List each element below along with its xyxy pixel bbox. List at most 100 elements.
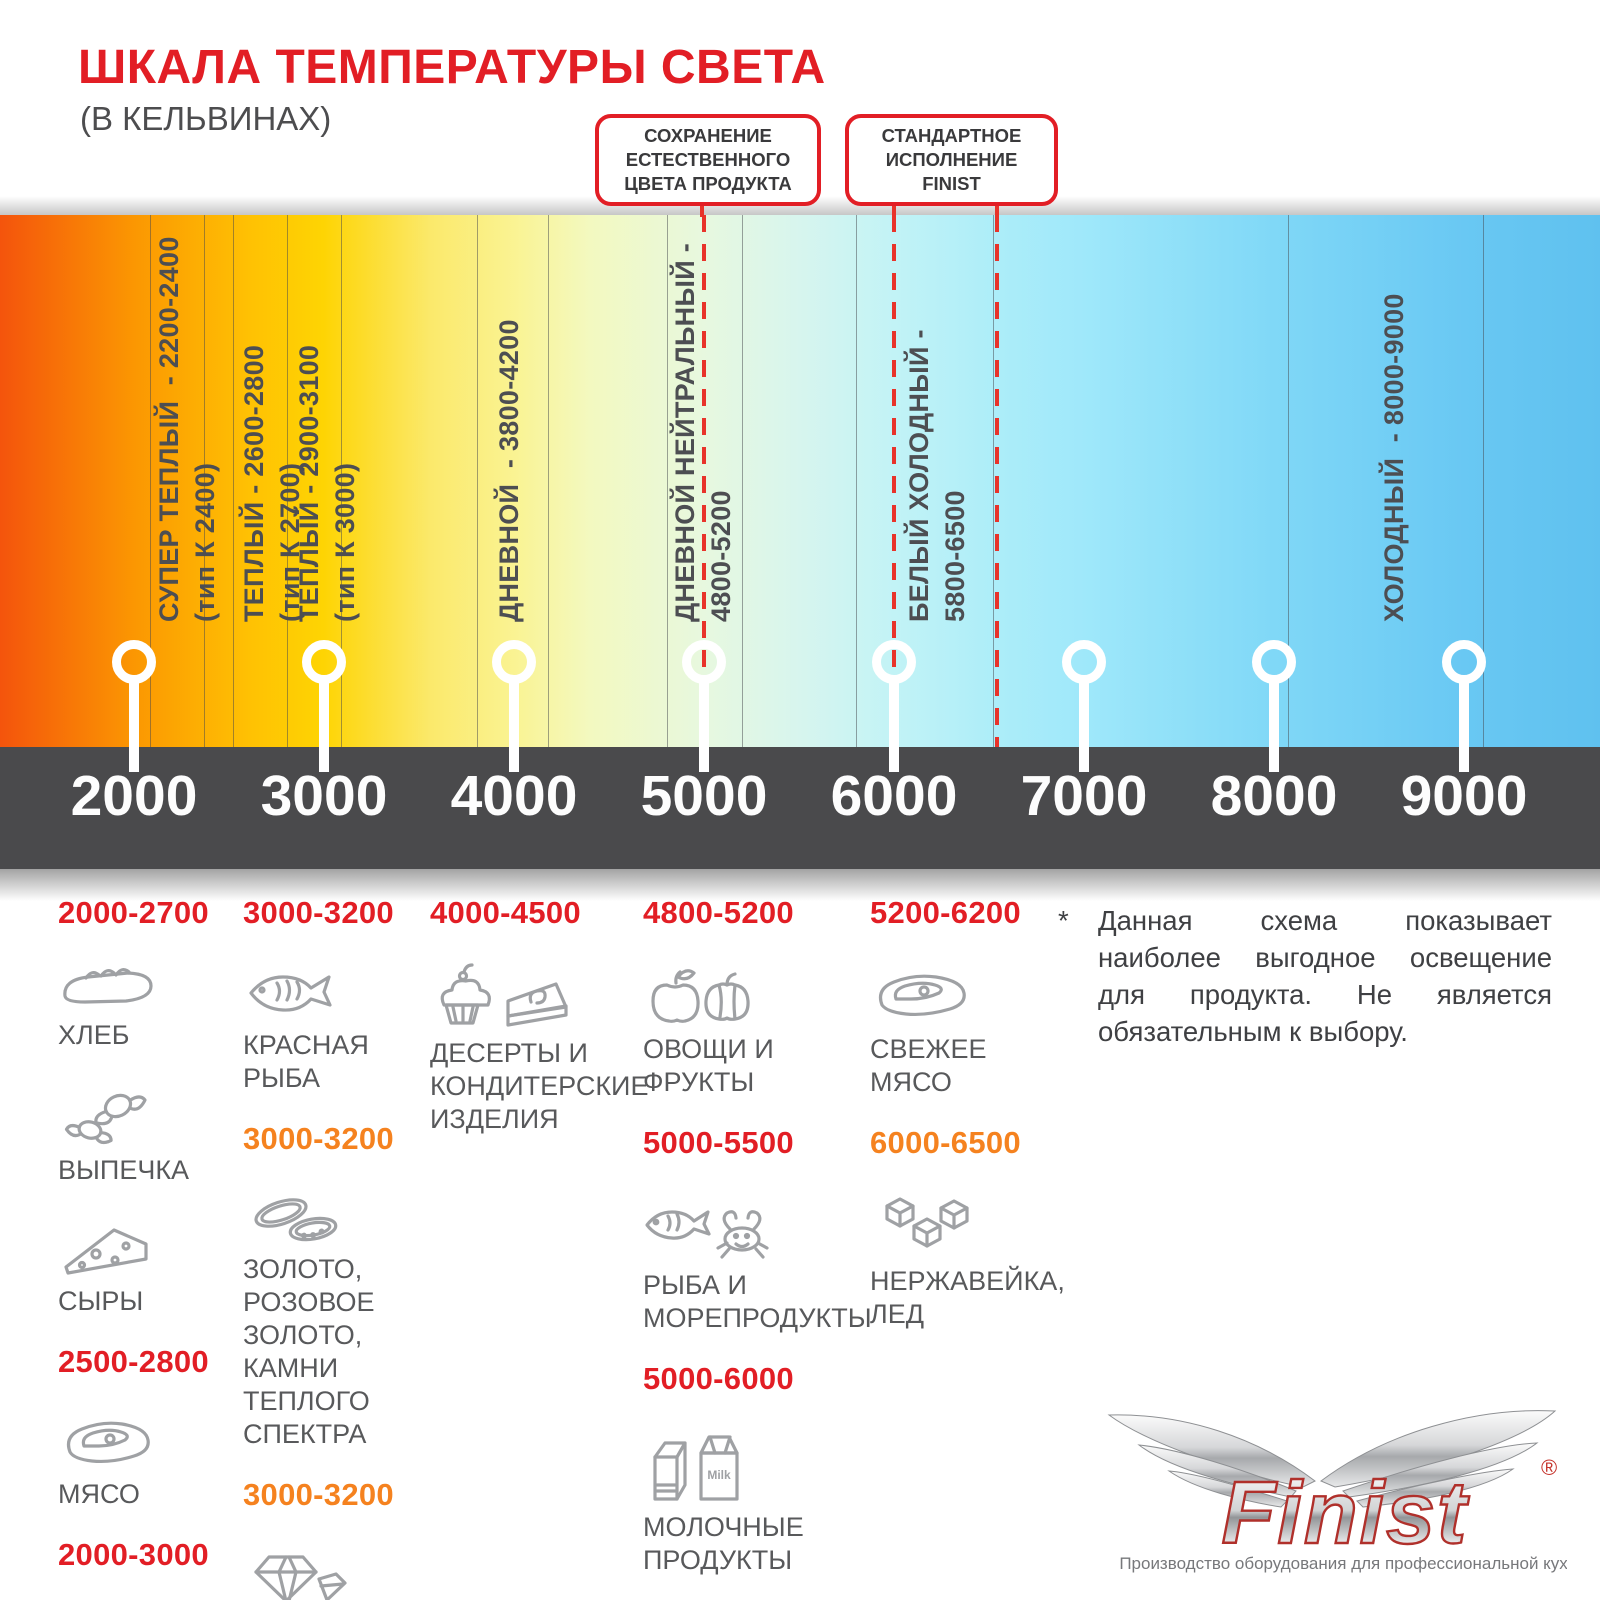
zone-label-white-cold: БЕЛЫЙ ХОЛОДНЫЙ - 5800-6500 <box>904 329 970 622</box>
axis-tick: 2000 <box>70 764 198 828</box>
zone-divider <box>204 215 205 747</box>
zone-divider <box>667 215 668 747</box>
list-item: ОВОЩИ И ФРУКТЫ <box>643 943 863 1099</box>
zone-divider <box>856 215 857 747</box>
item-label: ВЫПЕЧКА <box>58 1154 190 1185</box>
zone-divider <box>1483 215 1484 747</box>
zone-label-cold: ХОЛОДНЫЙ - 8000-9000 <box>1379 293 1409 622</box>
item-label: МОЛОЧНЫЕ ПРОДУКТЫ <box>643 1511 804 1575</box>
kelvin-axis: 2000 3000 4000 5000 6000 7000 8000 9000 <box>0 747 1600 869</box>
range-heading: 4800-5200 <box>643 895 794 930</box>
list-item: ХЛЕБ <box>58 943 236 1052</box>
marker-4000 <box>492 640 536 684</box>
list-item: НЕРЖАВЕЙКА, ЛЕД <box>870 1173 1065 1331</box>
wings-emblem <box>1107 1410 1557 1508</box>
range-heading: 6000-6500 <box>870 1124 1021 1160</box>
marker-stem-6000 <box>889 678 899 772</box>
footnote-text: Данная схема показывает наиболее выгодно… <box>1098 905 1552 1047</box>
guide-dashed-6500 <box>995 215 999 747</box>
ice-cubes-icon <box>870 1191 1060 1259</box>
callout-natural-color: СОХРАНЕНИЕ ЕСТЕСТВЕННОГО ЦВЕТА ПРОДУКТА <box>595 114 821 206</box>
category-column-1: 2000-2700 ХЛЕБ ВЫПЕЧКА <box>58 895 236 1600</box>
range-heading: 2000-3000 <box>58 1536 209 1572</box>
diamonds-icon <box>243 1543 433 1600</box>
footnote: * Данная схема показывает наиболее выгод… <box>1058 903 1552 1050</box>
zone-label-super-warm: СУПЕР ТЕПЛЫЙ - 2200-2400 (тип К 2400) <box>154 236 220 622</box>
item-label: СВЕЖЕЕ МЯСО <box>870 1034 987 1097</box>
fish-seafood-icon <box>643 1191 863 1263</box>
zone-label-daylight: ДНЕВНОЙ - 3800-4200 <box>494 319 524 622</box>
callout-finist-standard: СТАНДАРТНОЕ ИСПОЛНЕНИЕ FINIST <box>845 114 1058 206</box>
vegetables-fruits-icon <box>643 961 863 1027</box>
item-label: ХЛЕБ <box>58 1020 130 1050</box>
range-heading: 2500-2800 <box>58 1343 209 1379</box>
category-column-2: 3000-3200 КРАСНАЯ РЫБА 3000-3200 ЗОЛОТО,… <box>243 895 433 1600</box>
axis-tick: 8000 <box>1210 764 1338 828</box>
marker-stem-2000 <box>129 678 139 772</box>
milk-icon-text: Milk <box>707 1468 731 1482</box>
item-label: ОВОЩИ И ФРУКТЫ <box>643 1034 774 1097</box>
zone-divider <box>150 215 151 747</box>
cheese-icon <box>58 1217 236 1279</box>
list-item: РЫБА И МОРЕПРОДУКТЫ <box>643 1173 872 1335</box>
list-item: ВЫПЕЧКА <box>58 1064 236 1187</box>
zone-divider <box>287 215 288 747</box>
axis-bottom-shadow <box>0 869 1600 901</box>
axis-tick: 5000 <box>640 764 768 828</box>
guide-dashed-5000 <box>702 215 706 770</box>
range-heading: 5000-5500 <box>643 1124 794 1160</box>
page-title: ШКАЛА ТЕМПЕРАТУРЫ СВЕТА <box>78 41 826 94</box>
registered-mark: ® <box>1541 1455 1557 1480</box>
zone-divider <box>341 215 342 747</box>
finist-logo: Finist ® Производство оборудования для п… <box>1093 1383 1587 1584</box>
zone-divider <box>1288 215 1289 747</box>
item-label: НЕРЖАВЕЙКА, ЛЕД <box>870 1265 1065 1329</box>
axis-tick: 3000 <box>260 764 388 828</box>
marker-5000 <box>682 640 726 684</box>
range-heading: 3000-3200 <box>243 1476 394 1512</box>
marker-stem-4000 <box>509 678 519 772</box>
dairy-icon: Milk <box>643 1427 863 1505</box>
rings-icon <box>243 1187 433 1247</box>
list-item: КРАСНАЯ РЫБА <box>243 943 433 1095</box>
zone-divider <box>477 215 478 747</box>
marker-stem-5000 <box>699 678 709 772</box>
axis-tick: 9000 <box>1400 764 1528 828</box>
zone-label-warm-3000: ТЕПЛЫЙ - 2900-3100 (тип К 3000) <box>294 344 360 622</box>
axis-tick: 6000 <box>830 764 958 828</box>
croissant-icon <box>58 1082 236 1148</box>
item-label: ЗОЛОТО, РОЗОВОЕ ЗОЛОТО, КАМНИ ТЕПЛОГО СП… <box>243 1253 375 1449</box>
list-item: АКОГОЛЬ <box>58 1585 236 1600</box>
range-heading: 5200-6200 <box>870 895 1021 930</box>
brand-name: Finist <box>1222 1463 1470 1562</box>
marker-9000 <box>1442 640 1486 684</box>
axis-tick: 4000 <box>450 764 578 828</box>
item-label: СЫРЫ <box>58 1285 144 1316</box>
list-item: ЗАМОРОЖЕННЫЕ ПОЛУФАБРИКАТЫ <box>643 1589 863 1600</box>
list-item: СВЕЖЕЕ МЯСО <box>870 943 1060 1099</box>
category-column-3: 4000-4500 ДЕСЕРТЫ И КОНДИТЕРСКИЕ ИЗДЕЛИЯ <box>430 895 648 1136</box>
range-heading: 3000-3200 <box>243 895 394 930</box>
page-subtitle: (В КЕЛЬВИНАХ) <box>80 100 332 137</box>
bread-icon <box>58 961 236 1013</box>
marker-7000 <box>1062 640 1106 684</box>
footnote-asterisk: * <box>1058 905 1069 936</box>
guide-dashed-6000 <box>892 215 896 770</box>
marker-stem-3000 <box>319 678 329 772</box>
temperature-gradient-band: СУПЕР ТЕПЛЫЙ - 2200-2400 (тип К 2400) ТЕ… <box>0 215 1600 770</box>
range-heading: 5000-6000 <box>643 1360 794 1396</box>
red-fish-icon <box>243 961 433 1023</box>
list-item: Milk МОЛОЧНЫЕ ПРОДУКТЫ <box>643 1409 863 1577</box>
range-heading: 3000-3200 <box>243 1120 394 1156</box>
list-item: МЯСО <box>58 1392 236 1511</box>
list-item: ЗОЛОТО, РОЗОВОЕ ЗОЛОТО, КАМНИ ТЕПЛОГО СП… <box>243 1169 433 1451</box>
zone-divider <box>742 215 743 747</box>
axis-tick: 7000 <box>1020 764 1148 828</box>
category-column-5: 5200-6200 СВЕЖЕЕ МЯСО 6000-6500 НЕРЖАВЕЙ… <box>870 895 1065 1331</box>
zone-divider <box>993 215 994 747</box>
desserts-icon <box>430 961 635 1031</box>
item-label: КРАСНАЯ РЫБА <box>243 1030 369 1093</box>
zone-divider <box>548 215 549 747</box>
marker-8000 <box>1252 640 1296 684</box>
